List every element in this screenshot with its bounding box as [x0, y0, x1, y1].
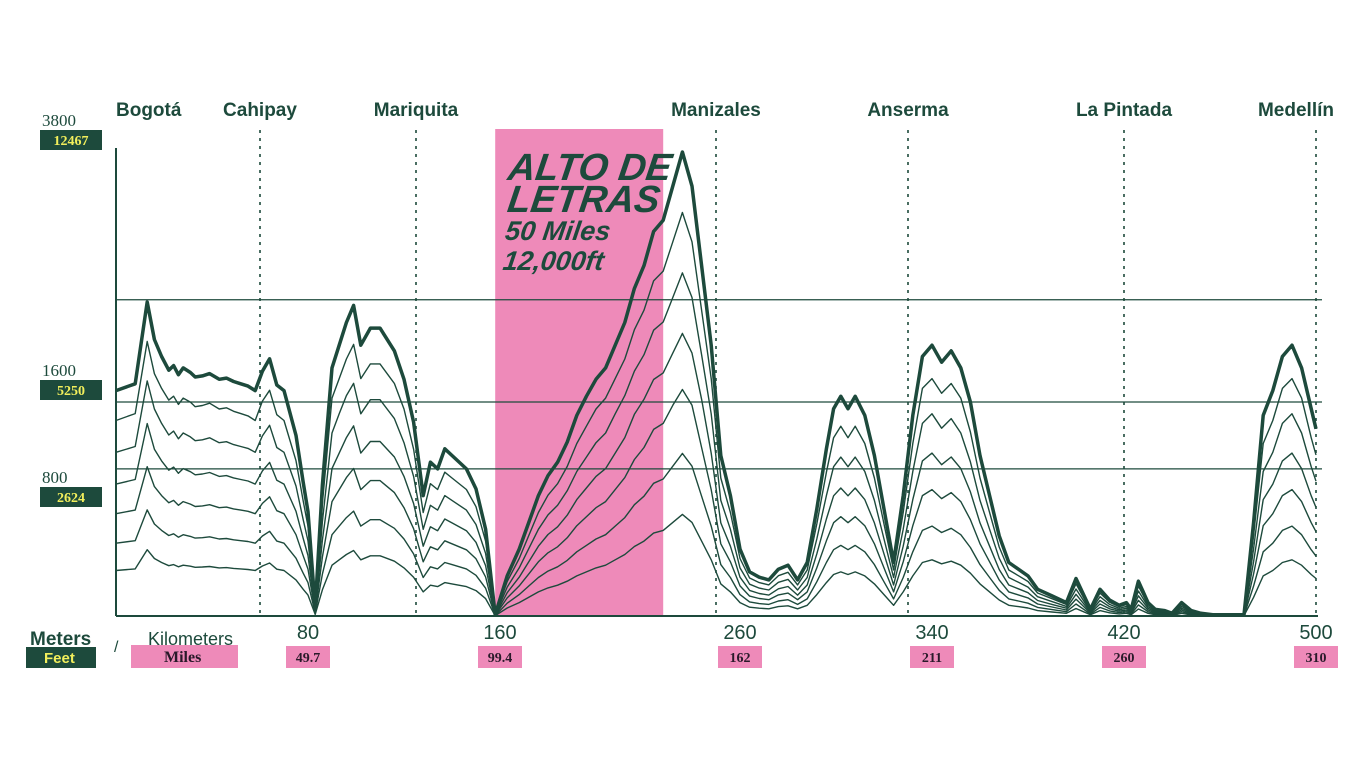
x-tick-miles-badge: [910, 646, 954, 668]
x-tick-labels: 80 49.7 160 99.4 260 162 340 211 420 260 500 310: [286, 622, 1338, 668]
x-tick-km: 500: [1299, 622, 1332, 644]
town-label: Bogotá: [116, 100, 182, 121]
y-tick-feet-badge: [40, 487, 102, 507]
town-label: Medellín: [1258, 100, 1334, 121]
y-tick-feet-badge: [40, 380, 102, 400]
profile-contours: [115, 211, 1317, 617]
x-tick-miles: 162: [730, 651, 751, 666]
pass-distance: 50 Miles: [503, 215, 612, 246]
x-tick-km: 420: [1107, 622, 1140, 644]
contour-line: [115, 272, 1317, 616]
y-tick-feet: 12467: [54, 134, 89, 149]
x-tick-miles: 99.4: [488, 651, 513, 666]
x-tick-miles-badge: [478, 646, 522, 668]
pass-name-line2: LETRAS: [505, 178, 663, 221]
y-tick-meters: 3800: [42, 111, 76, 130]
y-tick-labels: 3800 12467 1600 5250 800 2624: [40, 111, 102, 507]
x-tick-km: 260: [723, 622, 756, 644]
y-tick-feet: 5250: [57, 384, 85, 399]
x-tick-miles-badge: [718, 646, 762, 668]
x-tick-miles: 49.7: [296, 651, 321, 666]
pass-annotation: ALTO DE LETRAS 50 Miles 12,000ft: [501, 146, 676, 276]
x-tick-miles-badge: [1294, 646, 1338, 668]
town-label: Anserma: [867, 100, 949, 121]
x-tick-miles: 260: [1114, 651, 1135, 666]
contour-line: [115, 332, 1317, 616]
y-tick-feet-badge: [40, 130, 102, 150]
x-tick-miles-badge: [1102, 646, 1146, 668]
contour-line: [115, 388, 1317, 617]
gridlines: [116, 299, 1322, 470]
y-tick-feet: 2624: [57, 491, 85, 506]
y-tick-meters: 800: [42, 468, 68, 487]
x-tick-km: 160: [483, 622, 516, 644]
town-label: Cahipay: [223, 100, 297, 121]
x-tick-km: 340: [915, 622, 948, 644]
pass-name-line1: ALTO DE: [504, 146, 676, 189]
town-labels: Bogotá Cahipay Mariquita Manizales Anserma La…: [116, 100, 1334, 121]
town-label: Manizales: [671, 100, 761, 121]
pass-altitude: 12,000ft: [501, 245, 607, 276]
contour-line: [115, 452, 1317, 617]
x-tick-miles: 310: [1306, 651, 1327, 666]
x-tick-km: 80: [297, 622, 319, 644]
contour-line: [115, 513, 1317, 617]
y-tick-meters: 1600: [42, 361, 76, 380]
x-tick-miles-badge: [286, 646, 330, 668]
elevation-profile-line: [115, 150, 1318, 617]
town-label: Mariquita: [374, 100, 459, 121]
town-label: La Pintada: [1076, 100, 1173, 121]
x-tick-miles: 211: [922, 651, 942, 666]
